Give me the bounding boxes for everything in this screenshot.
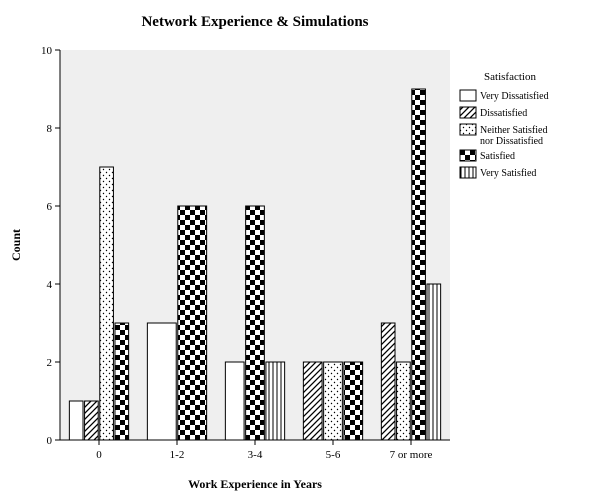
bar: [115, 323, 129, 440]
legend-title: Satisfaction: [484, 71, 536, 83]
bar: [147, 323, 176, 440]
chart-container: Network Experience & Simulations 0 2 4 6 8 10 C…: [0, 0, 609, 500]
bar: [100, 167, 114, 440]
bar: [85, 401, 99, 440]
legend-label: Very Dissatisfied: [480, 91, 549, 102]
legend-label: Satisfied: [480, 151, 515, 162]
bar: [381, 323, 395, 440]
y-tick-label: 2: [47, 357, 53, 369]
y-tick-label: 10: [41, 45, 53, 57]
x-tick-label: 3-4: [248, 449, 263, 461]
legend-swatch: [460, 90, 476, 101]
x-tick-label: 5-6: [326, 449, 341, 461]
bar: [225, 362, 244, 440]
x-tick-label: 0: [96, 449, 102, 461]
legend-swatch: [460, 150, 476, 161]
bar: [266, 362, 285, 440]
bar: [324, 362, 343, 440]
bar: [69, 401, 83, 440]
bar: [246, 206, 265, 440]
bar: [397, 362, 411, 440]
bar: [427, 284, 441, 440]
legend-label: nor Dissatisfied: [480, 136, 543, 147]
legend-label: Neither Satisfied: [480, 125, 547, 136]
bar: [412, 89, 426, 440]
legend-swatch: [460, 167, 476, 178]
chart-svg: Network Experience & Simulations 0 2 4 6 8 10 C…: [0, 0, 609, 500]
legend-swatch: [460, 107, 476, 118]
y-tick-label: 4: [47, 279, 53, 291]
y-tick-label: 6: [47, 201, 53, 213]
bar: [303, 362, 322, 440]
y-tick-label: 8: [47, 123, 53, 135]
x-tick-label: 1-2: [170, 449, 185, 461]
chart-title: Network Experience & Simulations: [141, 14, 368, 30]
bar: [344, 362, 363, 440]
legend-label: Dissatisfied: [480, 108, 527, 119]
y-axis-label: Count: [9, 229, 23, 261]
x-tick-label: 7 or more: [390, 449, 433, 461]
y-tick-label: 0: [47, 435, 53, 447]
legend-label: Very Satisfied: [480, 168, 536, 179]
bar: [178, 206, 207, 440]
x-axis-label: Work Experience in Years: [188, 477, 322, 491]
legend-swatch: [460, 124, 476, 135]
